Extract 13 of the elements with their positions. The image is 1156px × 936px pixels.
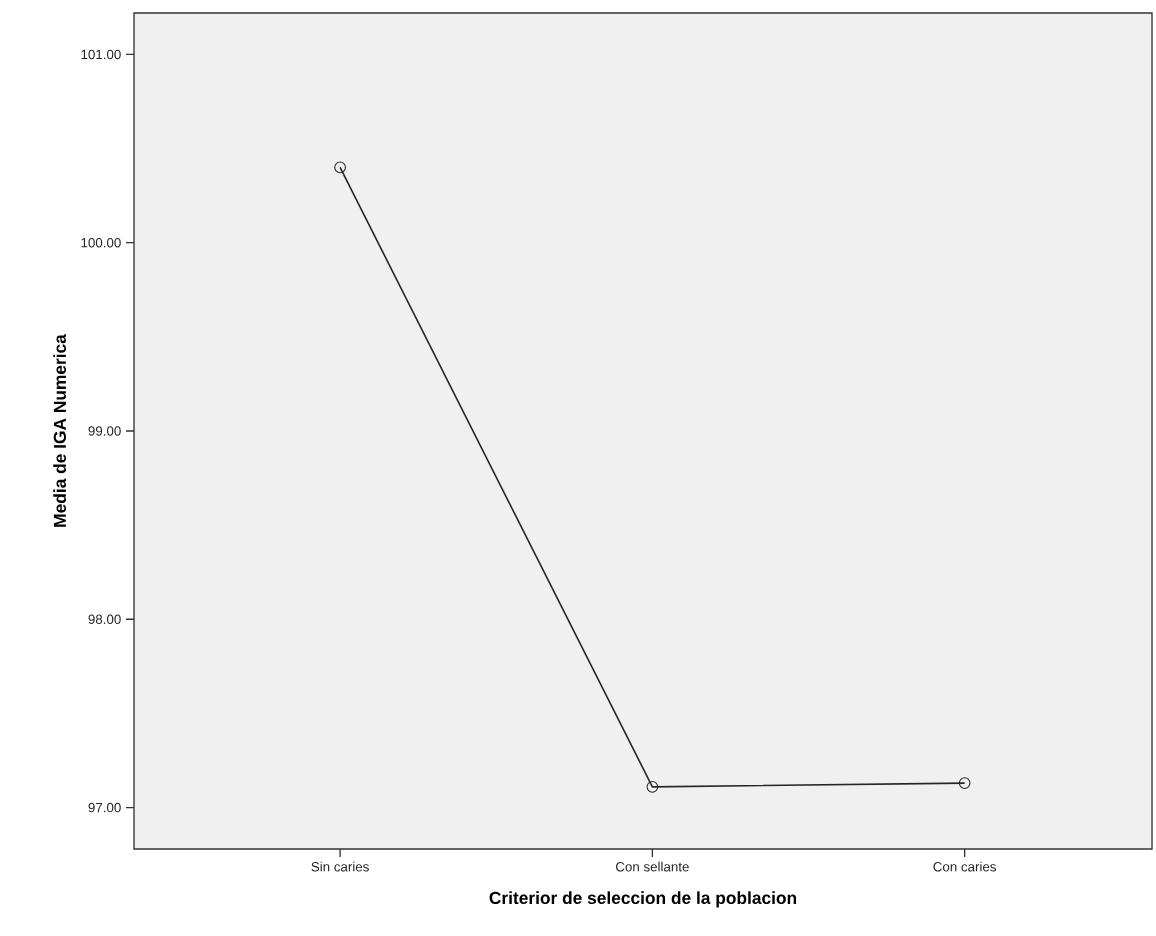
point [958, 777, 971, 789]
x-tick-label: Con sellante [615, 861, 689, 872]
y-axis-title: Media de IGA Numerica [53, 334, 67, 527]
y-tick-label: 98.00 [88, 614, 121, 624]
point [646, 780, 659, 793]
y-tick-label: 97.00 [88, 802, 121, 813]
y-tick-label: 101.00 [81, 49, 121, 60]
x-tick-label: Sin caries [311, 861, 369, 872]
x-tick-label: Con caries [933, 861, 997, 872]
y-tick-label: 100.00 [81, 237, 121, 248]
point [334, 161, 346, 174]
y-tick-label: 99.00 [88, 426, 121, 436]
x-axis-title: Criterior de seleccion de la poblacion [489, 891, 797, 908]
